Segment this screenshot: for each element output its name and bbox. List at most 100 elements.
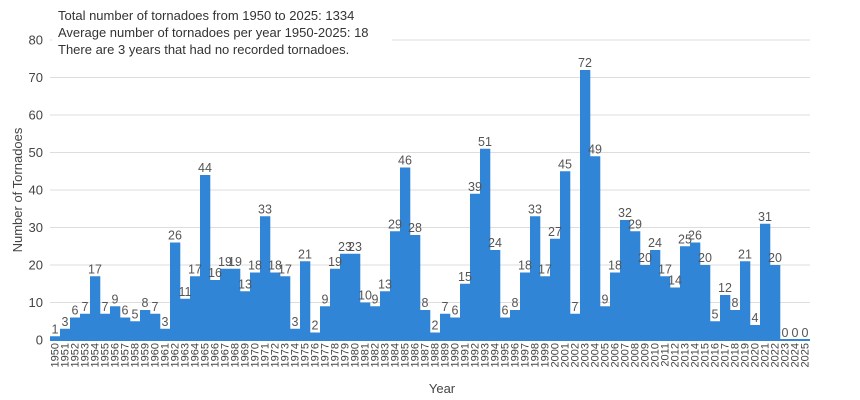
bar: [500, 317, 511, 340]
x-tick-label: 1962: [170, 343, 182, 367]
data-label: 6: [502, 304, 509, 318]
bar: [620, 220, 631, 340]
y-tick-label: 30: [29, 220, 43, 235]
data-label: 8: [142, 296, 149, 310]
data-label: 3: [62, 315, 69, 329]
x-tick-label: 1953: [80, 343, 92, 367]
x-tick-label: 1991: [460, 343, 472, 367]
data-label: 0: [782, 326, 789, 340]
bar: [700, 265, 711, 340]
x-tick-label: 1981: [360, 343, 372, 367]
y-tick-label: 20: [29, 258, 43, 273]
x-tick-label: 1959: [140, 343, 152, 367]
bar: [740, 261, 751, 340]
x-tick-label: 1965: [200, 343, 212, 367]
x-tick-label: 1973: [280, 343, 292, 367]
x-tick-label: 1978: [330, 343, 342, 367]
data-label: 11: [179, 285, 192, 299]
x-tick-label: 1998: [530, 343, 542, 367]
data-label: 19: [218, 255, 232, 269]
x-tick-label: 2020: [750, 343, 762, 367]
x-axis-title: Year: [429, 381, 456, 396]
data-label: 4: [752, 311, 759, 325]
x-tick-label: 1951: [60, 343, 72, 367]
bar: [70, 317, 81, 340]
data-label: 39: [468, 180, 482, 194]
x-tick-label: 2009: [640, 343, 652, 367]
data-label: 24: [488, 236, 502, 250]
bar: [450, 317, 461, 340]
x-tick-label: 2022: [770, 343, 782, 367]
bar: [200, 175, 211, 340]
data-label: 21: [298, 247, 312, 261]
bar: [560, 171, 571, 340]
x-tick-label: 1960: [150, 343, 162, 367]
bar: [430, 332, 441, 340]
bar: [490, 250, 501, 340]
data-label: 7: [102, 300, 109, 314]
bar: [150, 313, 161, 340]
bar: [640, 265, 651, 340]
bar: [720, 295, 731, 340]
y-axis-title: Number of Tornadoes: [10, 127, 25, 252]
bar: [630, 231, 641, 340]
bar: [210, 280, 221, 340]
data-label: 26: [688, 229, 702, 243]
x-tick-label: 2021: [760, 343, 772, 367]
data-label: 32: [618, 206, 632, 220]
x-tick-label: 1997: [520, 343, 532, 367]
x-tick-label: 1992: [470, 343, 482, 367]
data-label: 8: [732, 296, 739, 310]
bar: [570, 313, 581, 340]
bar: [580, 70, 591, 340]
x-tick-label: 1996: [510, 343, 522, 367]
bar: [610, 272, 621, 340]
data-label: 0: [802, 326, 809, 340]
data-label: 29: [388, 217, 402, 231]
data-label: 5: [132, 307, 139, 321]
data-label: 13: [238, 277, 252, 291]
x-tick-label: 1950: [50, 343, 62, 367]
x-tick-label: 2010: [650, 343, 662, 367]
data-label: 17: [538, 262, 552, 276]
x-tick-label: 2015: [700, 343, 712, 367]
annotation-average: Average number of tornadoes per year 195…: [58, 25, 369, 40]
x-tick-label: 2014: [690, 343, 702, 367]
bar: [390, 231, 401, 340]
bar: [280, 276, 291, 340]
x-tick-label: 2013: [680, 343, 692, 367]
data-label: 31: [758, 210, 772, 224]
data-label: 6: [72, 304, 79, 318]
data-label: 9: [112, 292, 119, 306]
bar: [270, 272, 281, 340]
data-label: 7: [82, 300, 89, 314]
bar: [90, 276, 101, 340]
data-label: 51: [478, 135, 492, 149]
x-tick-label: 1958: [130, 343, 142, 367]
bar: [470, 193, 481, 340]
data-label: 24: [648, 236, 662, 250]
bar: [230, 268, 241, 340]
bar: [100, 313, 111, 340]
data-label: 33: [258, 202, 272, 216]
bars: [50, 70, 781, 340]
x-tick-label: 1987: [420, 343, 432, 367]
x-tick-label: 1984: [390, 343, 402, 367]
data-label: 21: [738, 247, 752, 261]
x-tick-label: 1963: [180, 343, 192, 367]
y-tick-label: 10: [29, 295, 43, 310]
bar: [400, 167, 411, 340]
annotation-zero-years: There are 3 years that had no recorded t…: [58, 42, 349, 57]
x-tick-label: 1977: [320, 343, 332, 367]
data-label: 46: [398, 154, 412, 168]
data-label: 7: [152, 300, 159, 314]
x-tick-label: 1990: [450, 343, 462, 367]
data-label: 18: [608, 259, 622, 273]
x-tick-label: 1988: [430, 343, 442, 367]
x-tick-label: 2004: [590, 343, 602, 367]
data-label: 20: [638, 251, 652, 265]
bar: [180, 298, 191, 340]
data-label: 19: [328, 255, 342, 269]
bar: [350, 253, 361, 340]
